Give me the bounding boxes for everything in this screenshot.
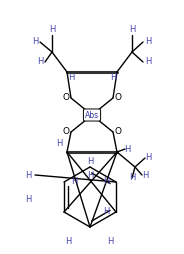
Text: H: H xyxy=(103,208,109,216)
Text: H: H xyxy=(87,171,93,181)
Text: H: H xyxy=(103,178,109,186)
Text: H: H xyxy=(37,57,43,67)
Text: O: O xyxy=(114,93,121,103)
Text: O: O xyxy=(114,126,121,135)
Text: Abs: Abs xyxy=(85,110,99,119)
Text: H: H xyxy=(107,237,113,246)
Text: H: H xyxy=(49,25,55,35)
Text: H: H xyxy=(56,139,62,149)
Text: H: H xyxy=(145,57,151,67)
Text: H: H xyxy=(71,178,77,186)
Text: H: H xyxy=(87,157,93,167)
Text: H: H xyxy=(145,38,151,46)
Text: H: H xyxy=(129,173,135,183)
Text: H: H xyxy=(68,72,74,82)
Text: H: H xyxy=(142,170,148,180)
Text: O: O xyxy=(63,126,70,135)
Text: H: H xyxy=(145,153,151,163)
Text: O: O xyxy=(63,93,70,103)
Text: H: H xyxy=(32,38,38,46)
Text: H: H xyxy=(65,237,71,246)
Text: H: H xyxy=(25,170,31,180)
Text: H: H xyxy=(110,72,116,82)
Text: H: H xyxy=(124,145,130,153)
Text: H: H xyxy=(129,25,135,35)
Text: H: H xyxy=(25,196,31,204)
